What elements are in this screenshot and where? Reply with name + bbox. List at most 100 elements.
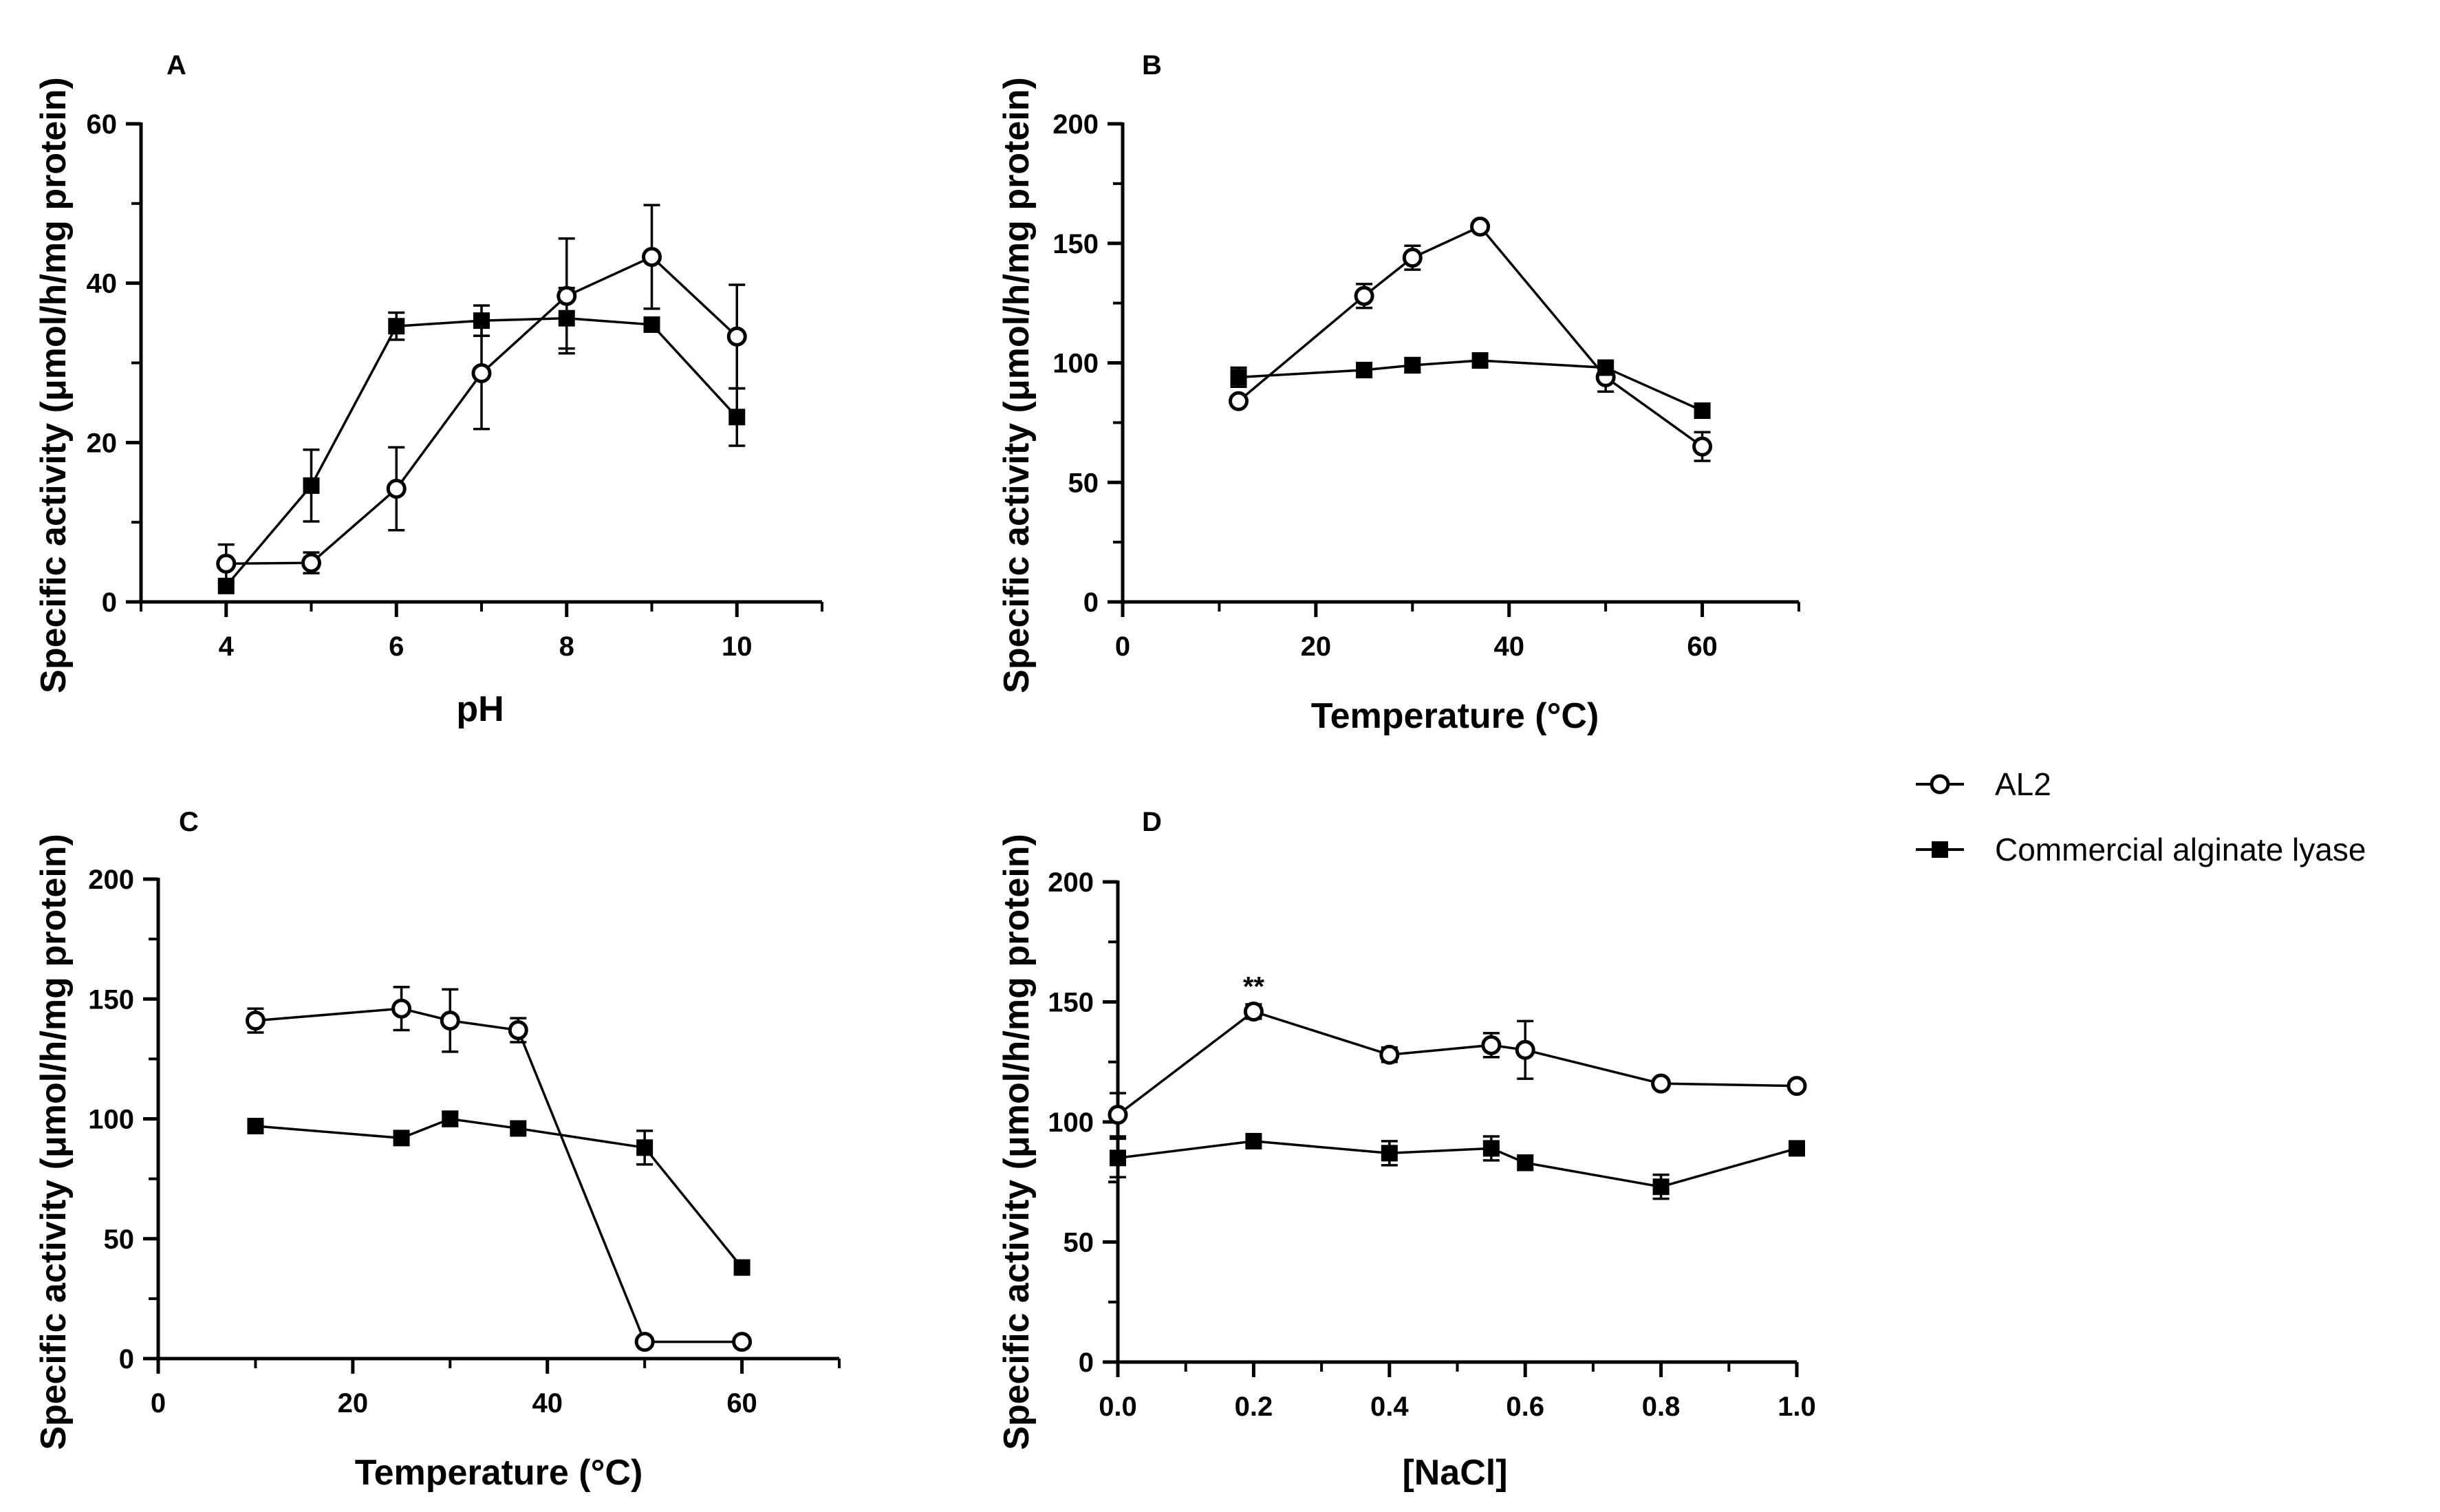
panel-d-y-tick-label: 50	[1064, 1228, 1094, 1258]
panel-a-x-tick-label: 4	[219, 631, 235, 662]
panel-d-commercial-point	[1789, 1140, 1805, 1157]
panel-d-marks: **	[1108, 972, 1807, 1200]
panel-c-al2-point	[245, 1011, 266, 1031]
panel-c-al2-point	[508, 1020, 528, 1041]
panel-a-commercial-point	[558, 310, 575, 327]
panel-b-al2-point	[1402, 248, 1423, 268]
panel-c-commercial-point	[393, 1130, 410, 1147]
panel-d-commercial-point	[1381, 1145, 1398, 1162]
panel-b: B Specific activity (μmol/h/mg protein) …	[997, 50, 1800, 736]
panel-b-marks	[1229, 216, 1713, 462]
panel-b-commercial-point	[1471, 352, 1489, 369]
panel-d-commercial-point	[1652, 1178, 1670, 1196]
panel-a-letter: A	[166, 50, 186, 80]
panel-a-al2-point	[386, 479, 407, 499]
panel-c-marks	[245, 986, 753, 1352]
panel-b-commercial-point	[1694, 402, 1711, 419]
panel-d-y-tick-label: 200	[1048, 867, 1094, 898]
panel-a-x-tick-label: 6	[389, 631, 404, 662]
panel-a: A Specific activity (μmol/h/mg protein) …	[34, 50, 823, 729]
panel-b-x-tick-label: 40	[1493, 631, 1524, 662]
panel-d-y-tick-label: 150	[1048, 988, 1094, 1018]
panel-d-x-tick-label: 1.0	[1778, 1392, 1816, 1422]
panel-a-y-tick-label: 40	[87, 269, 118, 299]
panel-c-y-axis-label: Specific activity (μmol/h/mg protein)	[34, 834, 74, 1450]
panel-d-al2-point	[1108, 1105, 1128, 1125]
legend: AL2 Commercial alginate lyase	[1916, 766, 2366, 867]
panel-c-y-tick-label: 100	[88, 1105, 134, 1135]
panel-a-y-tick-label: 20	[87, 428, 118, 458]
panel-b-y-tick-label: 50	[1068, 468, 1099, 498]
panel-d-al2-point	[1651, 1073, 1672, 1094]
panel-b-al2-point	[1470, 216, 1491, 237]
panel-a-x-tick-label: 10	[722, 631, 753, 662]
panel-a-commercial-point	[728, 409, 746, 426]
panel-b-al2-point	[1692, 436, 1713, 457]
panel-d-axes: 0 50 100 150 200 0.0 0.2 0.4 0.6 0.8 1.0	[1048, 867, 1816, 1422]
panel-a-x-tick-label: 8	[559, 631, 574, 662]
panel-c-al2-point	[440, 1011, 460, 1031]
panel-b-x-axis-label: Temperature (°C)	[1311, 696, 1599, 736]
panel-d-y-tick-label: 100	[1048, 1108, 1094, 1138]
panel-a-x-axis-label: pH	[456, 689, 504, 729]
panel-d-x-tick-label: 0.0	[1099, 1392, 1137, 1422]
panel-c-commercial-point	[510, 1120, 527, 1137]
panel-a-commercial-point	[388, 318, 405, 335]
panel-b-y-tick-label: 0	[1083, 587, 1099, 618]
panel-b-al2-point	[1354, 285, 1374, 306]
panel-a-commercial-point	[643, 316, 660, 333]
panel-b-axes: 0 50 100 150 200 0 20 40 60	[1052, 109, 1800, 662]
panel-a-marks	[216, 204, 747, 594]
panel-a-al2-point	[301, 552, 321, 573]
panel-c-y-tick-label: 50	[104, 1224, 135, 1255]
panel-c-x-tick-label: 20	[338, 1388, 369, 1418]
panel-b-y-tick-label: 100	[1052, 349, 1099, 379]
panel-b-al2-point	[1229, 391, 1249, 411]
panel-d-y-tick-label: 0	[1079, 1348, 1094, 1378]
legend-al2-marker	[1930, 774, 1950, 795]
panel-b-x-tick-label: 20	[1301, 631, 1332, 662]
legend-item-commercial: Commercial alginate lyase	[1916, 832, 2366, 867]
panel-d-al2-line	[1116, 1010, 1797, 1116]
panel-d-x-axis-label: [NaCl]	[1402, 1453, 1507, 1493]
panel-b-y-axis-label: Specific activity (μmol/h/mg protein)	[997, 77, 1037, 693]
panel-a-y-tick-label: 60	[87, 109, 118, 140]
panel-d-x-tick-label: 0.4	[1370, 1392, 1409, 1422]
panel-d-commercial-line	[1117, 1140, 1797, 1189]
panel-d-al2-point	[1481, 1035, 1502, 1055]
panel-a-axes: 0 20 40 60 4 6 8 10	[87, 109, 823, 662]
legend-item-al2: AL2	[1916, 766, 2051, 802]
panel-b-x-tick-label: 60	[1687, 631, 1718, 662]
panel-d-commercial-point	[1482, 1140, 1500, 1157]
panel-d-letter: D	[1142, 807, 1162, 837]
panel-a-y-tick-label: 0	[102, 587, 117, 618]
panel-b-al2-line	[1238, 225, 1703, 448]
panel-d-commercial-point	[1110, 1149, 1126, 1167]
panel-d-significance-annotation: **	[1243, 972, 1265, 1002]
panel-c: C Specific activity (μmol/h/mg protein) …	[34, 807, 841, 1493]
legend-commercial-marker	[1932, 841, 1948, 858]
panel-d-x-tick-label: 0.6	[1506, 1392, 1544, 1422]
panel-a-commercial-point	[217, 577, 235, 594]
panel-d-commercial-point	[1245, 1132, 1262, 1149]
panel-a-al2-point	[726, 326, 747, 347]
panel-c-x-tick-label: 0	[151, 1388, 166, 1418]
panel-d-x-tick-label: 0.8	[1642, 1392, 1681, 1422]
legend-commercial-label: Commercial alginate lyase	[1995, 832, 2366, 867]
panel-c-y-tick-label: 200	[88, 865, 134, 895]
panel-d-al2-point	[1786, 1076, 1807, 1097]
panel-b-y-tick-label: 200	[1052, 109, 1099, 140]
panel-c-al2-line	[255, 1007, 742, 1343]
panel-c-commercial-point	[733, 1259, 751, 1276]
panel-d: D Specific activity (μmol/h/mg protein) …	[997, 807, 1816, 1493]
panel-a-al2-point	[557, 285, 577, 306]
panel-c-x-axis-label: Temperature (°C)	[355, 1453, 643, 1493]
panel-c-x-tick-label: 60	[726, 1388, 757, 1418]
panel-d-al2-point	[1243, 1001, 1264, 1022]
panel-d-x-tick-label: 0.2	[1235, 1392, 1273, 1422]
panel-d-commercial-point	[1517, 1154, 1534, 1171]
panel-c-x-tick-label: 40	[532, 1388, 563, 1418]
panel-b-commercial-point	[1230, 369, 1247, 386]
panel-d-y-axis-label: Specific activity (μmol/h/mg protein)	[997, 834, 1037, 1450]
